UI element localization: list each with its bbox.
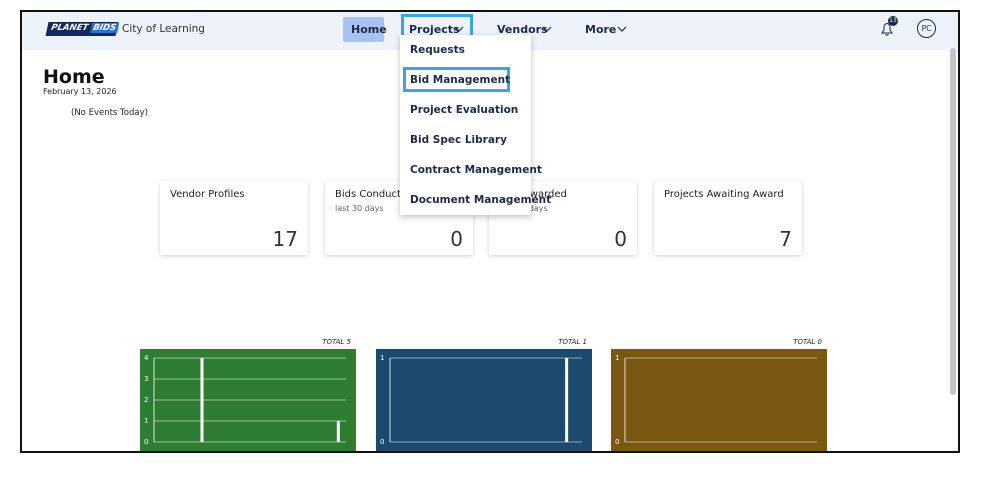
chevron-line: [617, 26, 627, 32]
stat-card[interactable]: Projects Awaiting Award 7: [654, 181, 802, 255]
chart: 0 1 2 3 4: [144, 354, 346, 446]
card-label: Bids Conducted: [335, 189, 414, 200]
app-window: PLANET BIDS City of Learning Home Projects Ve…: [20, 10, 960, 453]
chevron-line: [454, 26, 464, 32]
logo-text: BIDS: [90, 23, 120, 33]
logo-text: PLANET: [50, 23, 90, 33]
y-tick-label: 3: [144, 375, 148, 383]
y-tick-label: 0: [380, 438, 384, 446]
card-value: 0: [450, 227, 463, 251]
chevron: [542, 26, 552, 32]
y-tick-label: 4: [144, 354, 149, 362]
bar: [200, 358, 204, 442]
chart-total: TOTAL 1: [558, 338, 587, 346]
y-tick-label: 2: [144, 396, 148, 404]
chevron: [617, 26, 627, 32]
card-label: Projects Awaiting Award: [664, 189, 784, 200]
bar: [336, 421, 340, 442]
chart: 01: [380, 354, 582, 446]
card-value: 0: [614, 227, 627, 251]
card-value: 7: [779, 227, 792, 251]
selected-highlight: [403, 67, 510, 92]
chevron-line: [542, 26, 552, 32]
notification-badge: 13: [888, 16, 898, 26]
stat-card[interactable]: Vendor Profiles 17: [160, 181, 308, 255]
chevron: [454, 26, 464, 32]
bell-shape: [881, 23, 893, 36]
bar: [565, 358, 569, 442]
nav-item[interactable]: Vendors: [497, 23, 548, 36]
dropdown-item[interactable]: Requests: [410, 44, 465, 56]
page-title: Home: [43, 66, 105, 88]
logo[interactable]: PLANET BIDS: [45, 22, 120, 36]
y-tick-label: 0: [144, 438, 148, 446]
card-value: 17: [272, 227, 298, 251]
nav-item[interactable]: More: [585, 23, 617, 36]
home-highlight[interactable]: [343, 17, 384, 42]
nav-item[interactable]: Projects: [409, 23, 460, 36]
bell-icon[interactable]: [878, 18, 898, 38]
projects-dropdown: Requests Bid Management Project Evaluation…: [400, 35, 551, 215]
nav-item[interactable]: Home: [351, 23, 387, 36]
events-text: (No Events Today): [71, 108, 148, 118]
y-tick-label: 1: [144, 417, 148, 425]
dropdown-item[interactable]: Contract Management: [410, 164, 542, 176]
dropdown-item[interactable]: Bid Management: [410, 74, 511, 86]
y-tick-label: 0: [615, 438, 619, 446]
org-name: City of Learning: [122, 23, 205, 35]
page-date: February 13, 2026: [43, 87, 117, 96]
dropdown-item[interactable]: Document Management: [410, 194, 552, 206]
chart: 01: [615, 354, 817, 446]
card-sublabel: last 30 days: [335, 204, 384, 213]
chart-total: TOTAL 0: [793, 338, 822, 346]
card-label: Vendor Profiles: [170, 189, 245, 200]
y-tick-label: 1: [380, 354, 384, 362]
card-label: Bids Awarded: [499, 189, 567, 200]
chart-total: TOTAL 5: [322, 338, 351, 346]
chart-panel: 0 1 2 3 4: [140, 349, 356, 451]
dropdown-item[interactable]: Project Evaluation: [410, 104, 519, 116]
y-tick-label: 1: [615, 354, 619, 362]
scrollbar[interactable]: [950, 48, 956, 395]
user-avatar[interactable]: PC: [917, 19, 936, 38]
dropdown-item[interactable]: Bid Spec Library: [410, 134, 507, 146]
